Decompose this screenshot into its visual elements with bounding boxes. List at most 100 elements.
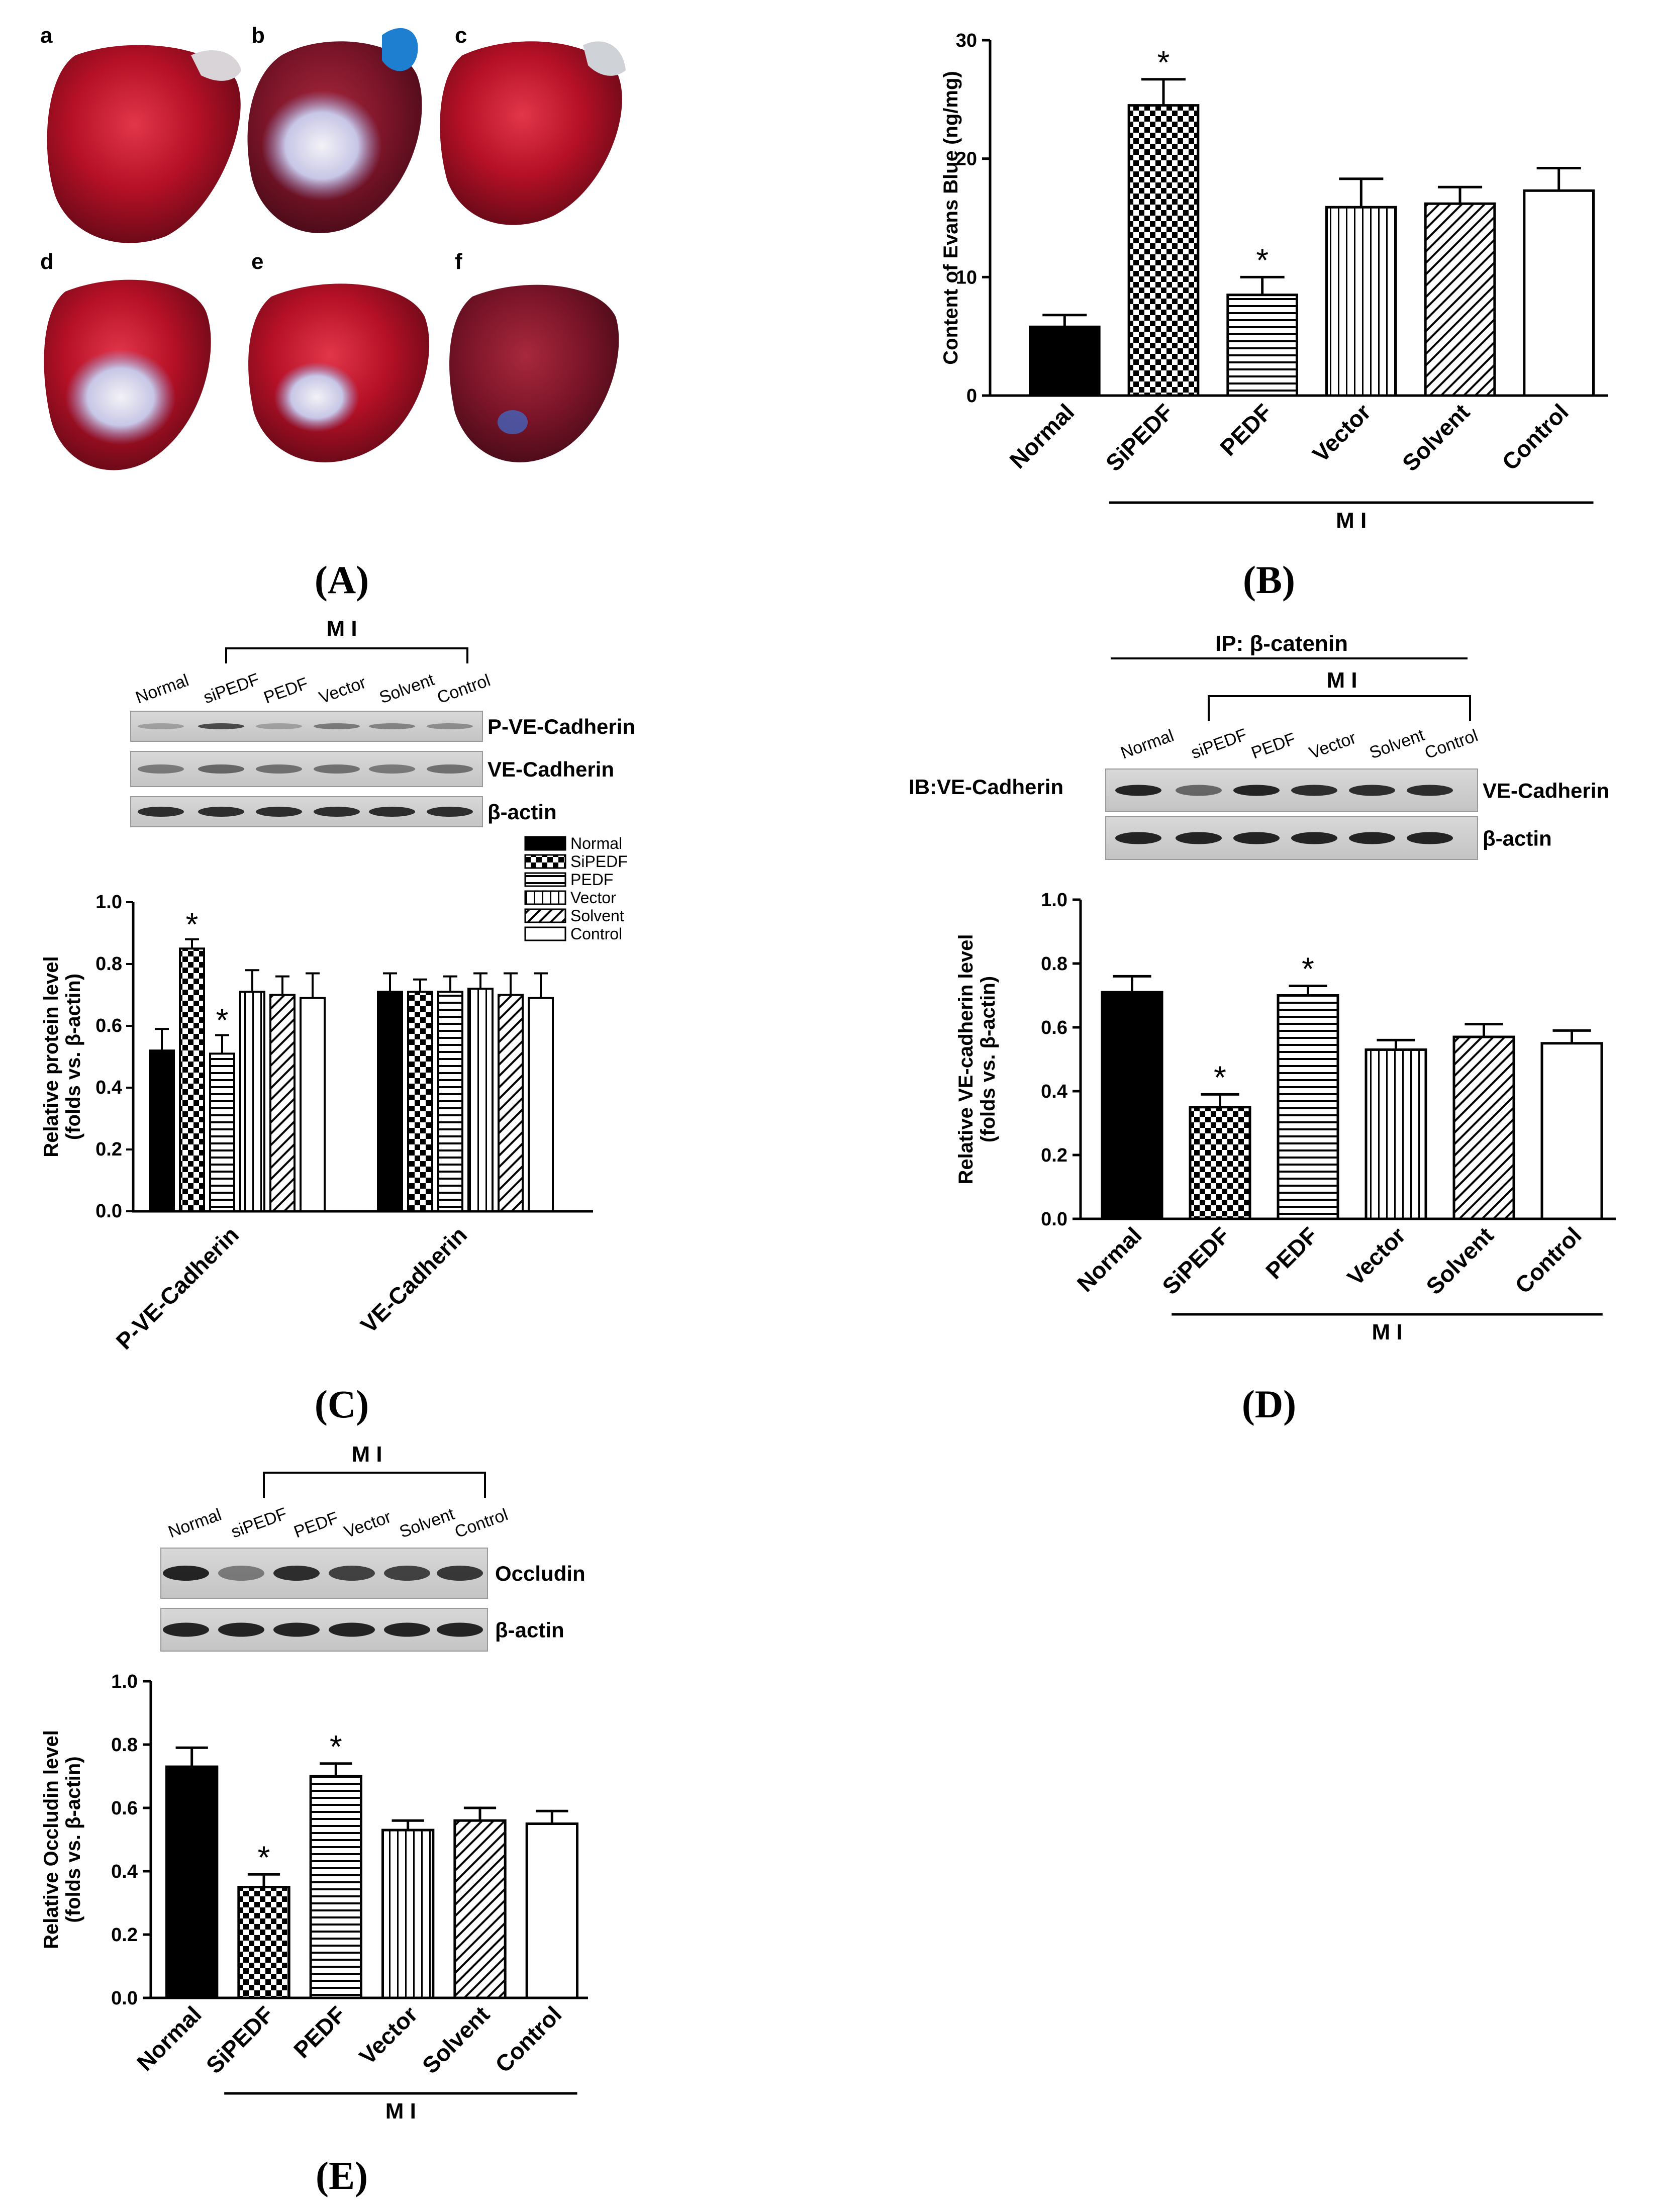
blot-band: [1407, 832, 1453, 844]
blot-row-label: Occludin: [495, 1562, 586, 1585]
y-axis-title: Content of Evans Blue (ng/mg): [940, 71, 962, 364]
panel-b-evans-blue-chart: 0 10 20 30 Content of Evans Blue (ng/mg) Norm…: [940, 30, 1608, 602]
blot-band: [1349, 785, 1395, 796]
blot-band: [218, 1566, 264, 1581]
blot-band: [369, 764, 415, 774]
blot-band: [273, 1566, 320, 1581]
x-tick-label-normal: Normal: [1005, 399, 1080, 473]
blot-band: [384, 1622, 430, 1637]
heart-sublabel-e: e: [251, 249, 263, 274]
y-tick-label: 0.4: [95, 1077, 122, 1098]
y-tick-label: 10: [956, 267, 977, 288]
legend-swatch-sipedf: [524, 854, 566, 869]
blot-strip--actin: β-actin: [160, 1608, 564, 1652]
bar-vector: [381, 1829, 435, 1999]
group-span-label: M I: [385, 2099, 416, 2124]
blot-band: [138, 723, 184, 729]
blot-band: [314, 723, 360, 729]
blot-band: [218, 1622, 264, 1637]
lane-label-sipedf: siPEDF: [229, 1504, 289, 1542]
bar-p-ve-cadherin-sipedf: [179, 947, 205, 1212]
significance-marker: *: [1157, 44, 1170, 80]
bar-solvent: [453, 1819, 507, 1999]
blot-strip-ve-cadherin: VE-Cadherin: [1105, 768, 1609, 812]
y-tick-label: 0.4: [111, 1861, 138, 1882]
blot-band: [314, 764, 360, 774]
lane-label-control: Control: [452, 1505, 511, 1542]
d-ip-label: IP: β-catenin: [1215, 631, 1348, 656]
significance-marker: *: [186, 906, 199, 942]
bar-solvent: [1424, 202, 1496, 397]
y-tick-label: 1.0: [95, 892, 122, 913]
x-tick-label-normal: Normal: [132, 2001, 207, 2076]
blot-band: [427, 764, 473, 774]
significance-marker: *: [1256, 242, 1269, 278]
lane-label-vector: Vector: [342, 1507, 394, 1542]
blot-band: [163, 1622, 209, 1637]
chart-c-plot: 0.0 0.2 0.4 0.6 0.8 1.0 Relative protein level…: [40, 892, 593, 1355]
y-axis-subtitle: (folds vs. β-actin): [62, 974, 84, 1140]
x-tick-label-vector: Vector: [1342, 1222, 1410, 1290]
heart-sublabel-c: c: [455, 23, 467, 48]
blot-band: [138, 764, 184, 774]
heart-sublabel-a: a: [40, 23, 53, 48]
c-group-bracket: [225, 647, 468, 663]
x-group-label-ve-cadherin: VE-Cadherin: [355, 1221, 472, 1338]
blot-band: [1233, 832, 1280, 844]
x-tick-label-solvent: Solvent: [1397, 399, 1475, 476]
lane-label-pedf: PEDF: [261, 674, 311, 708]
y-tick-label: 0: [966, 386, 977, 407]
legend-swatch-vector: [524, 890, 566, 905]
lane-label-solvent: Solvent: [377, 670, 437, 708]
x-tick-label-vector: Vector: [1307, 399, 1376, 467]
bar-ve-cadherin-vector: [467, 988, 494, 1212]
blot-band: [198, 807, 244, 817]
heart-photo-a: [47, 45, 241, 243]
lane-label-normal: Normal: [1118, 726, 1177, 762]
d-group-bracket: [1208, 695, 1471, 721]
y-tick-label: 0.2: [1041, 1145, 1067, 1166]
bar-p-ve-cadherin-vector: [239, 991, 265, 1212]
y-tick-label: 0.4: [1041, 1081, 1067, 1102]
significance-marker: *: [216, 1002, 229, 1038]
y-tick-label: 0.2: [111, 1925, 138, 1946]
bar-p-ve-cadherin-solvent: [269, 994, 296, 1212]
legend-label-vector: Vector: [570, 889, 616, 907]
group-span-label: M I: [1372, 1320, 1402, 1344]
d-group-label: M I: [1326, 668, 1357, 693]
y-axis-title: Relative Occludin level: [40, 1730, 62, 1949]
blot-band: [256, 764, 302, 774]
y-axis-subtitle: (folds vs. β-actin): [977, 976, 999, 1142]
c-western-blot: P-VE-Cadherin VE-Cadherin β-actin: [130, 711, 635, 827]
blot-strip-p-ve-cadherin: P-VE-Cadherin: [130, 711, 635, 742]
y-axis-title: Relative protein level: [40, 956, 62, 1157]
legend-swatch-control: [524, 926, 566, 941]
lane-label-normal: Normal: [133, 670, 191, 707]
x-tick-label-solvent: Solvent: [1421, 1222, 1498, 1299]
bar-control: [1540, 1042, 1603, 1220]
legend-label-solvent: Solvent: [570, 907, 624, 925]
blot-background: [130, 751, 483, 787]
d-western-blot: VE-Cadherin β-actin: [1105, 768, 1609, 860]
bar-pedf: [309, 1775, 363, 1999]
significance-marker: *: [330, 1728, 342, 1765]
bar-sipedf: [237, 1886, 290, 1999]
bar-ve-cadherin-control: [528, 997, 554, 1213]
blot-row-label: VE-Cadherin: [488, 757, 614, 781]
heart-photo-d: [44, 279, 211, 470]
y-tick-label: 30: [956, 30, 977, 51]
y-tick-label: 0.0: [111, 1988, 138, 2009]
x-group-label-p-ve-cadherin: P-VE-Cadherin: [111, 1221, 244, 1354]
blot-background: [160, 1608, 488, 1652]
x-tick-label-control: Control: [1497, 399, 1573, 475]
blot-band: [1349, 832, 1395, 844]
bar-control: [525, 1822, 578, 1999]
blot-band: [369, 723, 415, 729]
chart-b-plot: 0 10 20 30 Content of Evans Blue (ng/mg) Norm…: [940, 30, 1608, 533]
lane-label-pedf: PEDF: [1249, 729, 1298, 763]
significance-marker: *: [258, 1839, 270, 1875]
x-tick-label-vector: Vector: [354, 2001, 423, 2069]
lane-label-control: Control: [1422, 726, 1481, 762]
y-tick-label: 0.0: [95, 1201, 122, 1222]
